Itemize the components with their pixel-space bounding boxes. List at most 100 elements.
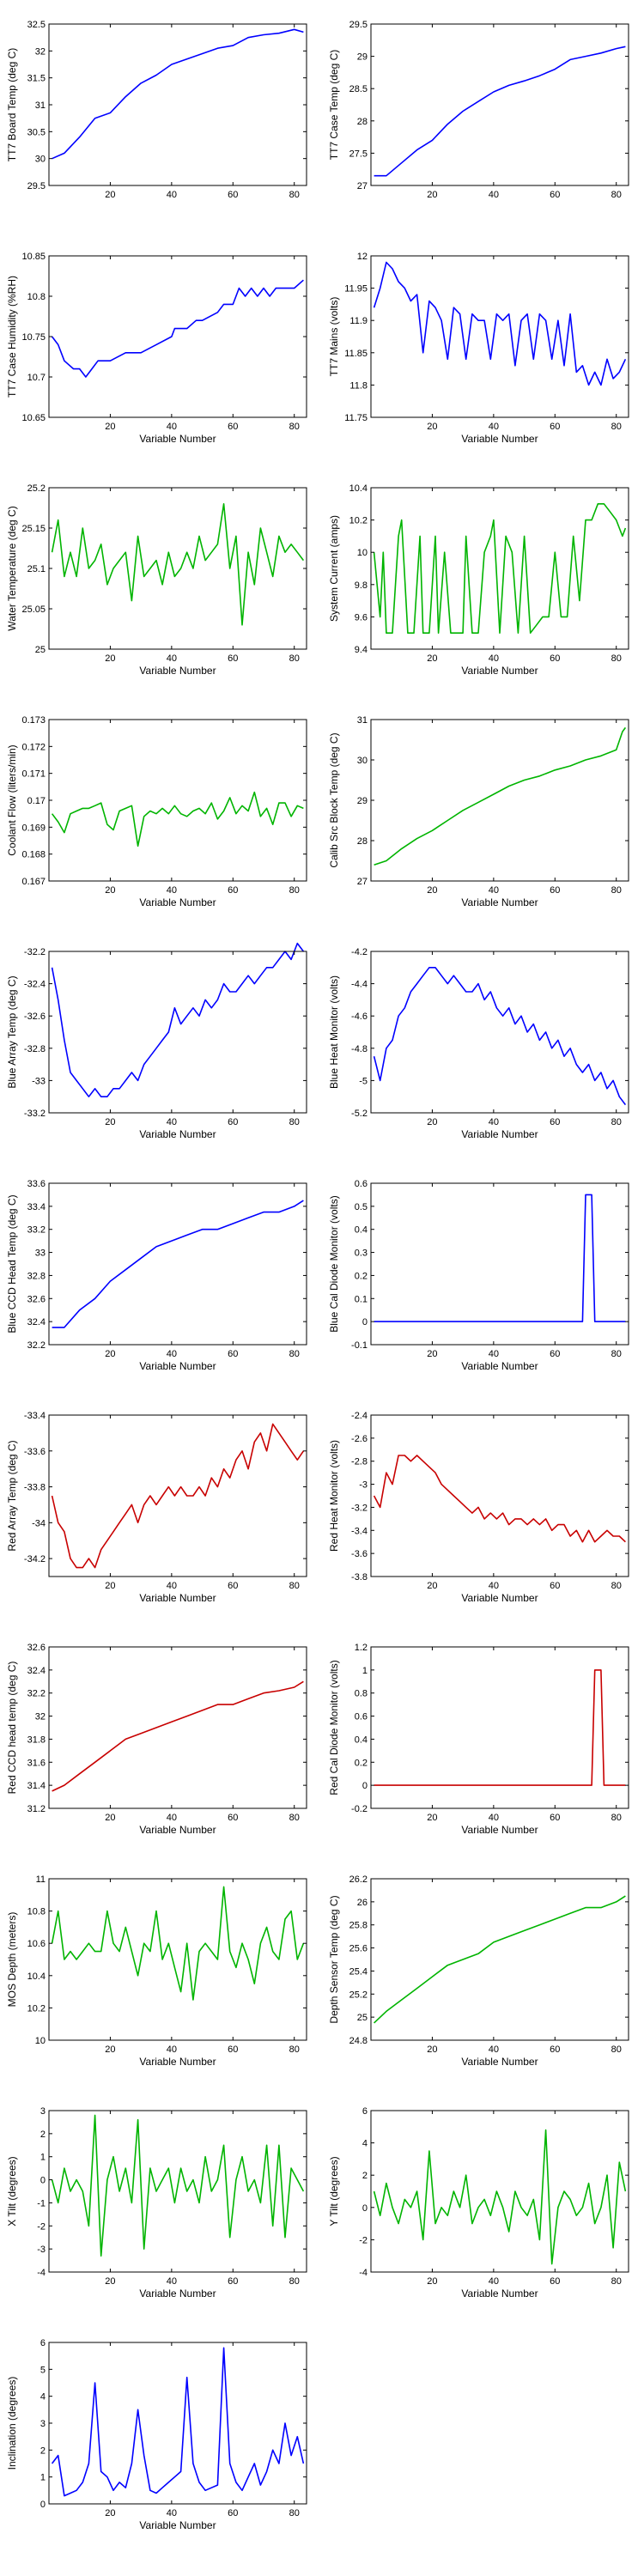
mos-depth-meters-series-line (51, 1886, 305, 2001)
coolant-flow-liters-min-y-tick-label: 0.173 (21, 715, 46, 726)
chart-tt7-mains-volts: 20 40 60 80 11.75 11.8 11.85 11.9 11.95 12 TT7 Mai… (328, 252, 629, 445)
y-tilt-degrees-y-tick-label: 6 (362, 2106, 368, 2117)
blue-array-temp-deg-c-series-line (51, 942, 305, 1097)
chart-blue-heat-monitor-volts: 20 40 60 80 -5.2 -5 -4.8 -4.6 -4.4 -4.2 Blue Heat … (328, 947, 629, 1140)
blue-cal-diode-monitor-volts-y-tick-label: 0.2 (355, 1271, 368, 1281)
tt7-mains-volts-y-tick-label: 11.8 (349, 380, 368, 391)
red-array-temp-deg-c-x-tick-label: 20 (105, 1581, 115, 1591)
red-array-temp-deg-c-x-tick-label: 80 (289, 1581, 300, 1591)
red-array-temp-deg-c-x-axis-label: Variable Number (139, 1592, 216, 1604)
chart-red-array-temp-deg-c: 20 40 60 80 -34.2 -34 -33.8 -33.6 -33.4 Red Array… (6, 1411, 307, 1604)
blue-ccd-head-temp-deg-c-y-tick-label: 33.6 (27, 1179, 46, 1189)
red-heat-monitor-volts-y-tick-label: -2.6 (351, 1434, 368, 1444)
tt7-mains-volts-x-tick-label: 60 (550, 422, 560, 432)
system-current-amps-y-tick-label: 9.8 (355, 580, 368, 591)
y-tilt-degrees-y-tick-label: 4 (362, 2139, 368, 2149)
tt7-case-temp-deg-c-y-tick-label: 28 (357, 117, 368, 127)
mos-depth-meters-y-tick-label: 11 (36, 1874, 46, 1885)
water-temperature-deg-c-series-line (51, 502, 305, 626)
system-current-amps-y-axis-label: System Current (amps) (328, 515, 340, 622)
tt7-mains-volts-series-line (373, 261, 627, 386)
red-ccd-head-temp-deg-c-y-tick-label: 31.8 (27, 1735, 46, 1745)
water-temperature-deg-c-y-axis-label: Water Temperature (deg C) (6, 506, 18, 630)
tt7-case-temp-deg-c-y-axis-label: TT7 Case Temp (deg C) (328, 50, 340, 161)
calib-src-block-temp-deg-c-y-tick-label: 30 (357, 756, 368, 766)
red-ccd-head-temp-deg-c-x-tick-label: 60 (228, 1813, 238, 1823)
y-tilt-degrees-y-axis-label: Y Tilt (degrees) (328, 2156, 340, 2226)
system-current-amps-y-tick-label: 9.4 (355, 645, 368, 655)
chart-red-cal-diode-monitor-volts: 20 40 60 80 -0.2 0 0.2 0.4 0.6 0.8 1 1.2 Red Cal Dio… (328, 1643, 629, 1836)
system-current-amps-x-tick-label: 20 (427, 653, 437, 664)
water-temperature-deg-c-x-tick-label: 20 (105, 653, 115, 664)
blue-ccd-head-temp-deg-c-series-line (52, 1200, 304, 1328)
tt7-board-temp-deg-c-x-tick-label: 60 (228, 190, 238, 200)
inclination-degrees-x-tick-label: 60 (228, 2508, 238, 2518)
tt7-board-temp-deg-c-axes-box (48, 23, 307, 186)
system-current-amps-series-line (373, 502, 627, 635)
system-current-amps-x-tick-label: 60 (550, 653, 560, 664)
blue-heat-monitor-volts-x-tick-label: 40 (489, 1117, 499, 1127)
inclination-degrees-y-tick-label: 1 (40, 2473, 46, 2483)
red-cal-diode-monitor-volts-y-tick-label: 0.2 (355, 1758, 368, 1768)
tt7-case-humidity-rh-x-tick-label: 20 (105, 422, 115, 432)
inclination-degrees-y-tick-label: 0 (40, 2500, 46, 2510)
tt7-case-humidity-rh-y-tick-label: 10.8 (27, 292, 46, 302)
coolant-flow-liters-min-y-tick-label: 0.17 (27, 796, 46, 806)
y-tilt-degrees-series-line (373, 2129, 627, 2265)
x-tilt-degrees-y-tick-label: -1 (37, 2198, 46, 2208)
blue-array-temp-deg-c-y-axis-label: Blue Array Temp (deg C) (6, 975, 18, 1088)
x-tilt-degrees-x-tick-label: 40 (167, 2276, 177, 2287)
coolant-flow-liters-min-x-tick-label: 40 (167, 885, 177, 896)
red-ccd-head-temp-deg-c-axes-box (48, 1646, 307, 1809)
depth-sensor-temp-deg-c-x-tick-label: 40 (489, 2044, 499, 2055)
red-ccd-head-temp-deg-c-series-line (52, 1680, 304, 1792)
depth-sensor-temp-deg-c-series-line (374, 1895, 626, 2024)
inclination-degrees-x-tick-label: 40 (167, 2508, 177, 2518)
blue-heat-monitor-volts-series-line (373, 967, 627, 1106)
red-cal-diode-monitor-volts-y-tick-label: 0.6 (355, 1712, 368, 1722)
blue-array-temp-deg-c-x-axis-label: Variable Number (139, 1128, 216, 1140)
red-array-temp-deg-c-y-tick-label: -33.6 (24, 1447, 46, 1457)
red-ccd-head-temp-deg-c-x-tick-label: 20 (105, 1813, 115, 1823)
tt7-mains-volts-y-tick-label: 11.9 (349, 316, 368, 326)
chart-x-tilt-degrees: 20 40 60 80 -4 -3 -2 -1 0 1 2 3 X Tilt (degrees) Vari… (6, 2106, 307, 2300)
chart-tt7-case-humidity-rh: 20 40 60 80 10.65 10.7 10.75 10.8 10.85 TT7 Case … (6, 252, 307, 445)
chart-system-current-amps: 20 40 60 80 9.4 9.6 9.8 10 10.2 10.4 System Curren… (328, 483, 629, 677)
y-tilt-degrees-y-tick-label: 2 (362, 2171, 368, 2181)
system-current-amps-y-tick-label: 10.4 (349, 483, 368, 494)
tt7-case-humidity-rh-y-tick-label: 10.65 (21, 413, 46, 423)
blue-cal-diode-monitor-volts-series-line (374, 1194, 626, 1322)
red-ccd-head-temp-deg-c-y-tick-label: 32.6 (27, 1643, 46, 1653)
tt7-case-temp-deg-c-x-tick-label: 60 (550, 190, 560, 200)
system-current-amps-x-axis-label: Variable Number (461, 665, 538, 677)
depth-sensor-temp-deg-c-y-tick-label: 25.4 (349, 1966, 368, 1977)
tt7-case-temp-deg-c-y-tick-label: 27.5 (349, 149, 368, 159)
depth-sensor-temp-deg-c-x-axis-label: Variable Number (461, 2056, 538, 2068)
red-cal-diode-monitor-volts-x-tick-label: 60 (550, 1813, 560, 1823)
red-cal-diode-monitor-volts-axes-box (370, 1646, 629, 1809)
red-ccd-head-temp-deg-c-y-axis-label: Red CCD head temp (deg C) (6, 1662, 18, 1795)
red-heat-monitor-volts-x-tick-label: 60 (550, 1581, 560, 1591)
red-heat-monitor-volts-x-tick-label: 20 (427, 1581, 437, 1591)
depth-sensor-temp-deg-c-y-axis-label: Depth Sensor Temp (deg C) (328, 1895, 340, 2023)
calib-src-block-temp-deg-c-y-tick-label: 27 (357, 877, 368, 887)
tt7-board-temp-deg-c-y-tick-label: 31 (35, 100, 46, 111)
mos-depth-meters-y-tick-label: 10.8 (27, 1907, 46, 1917)
y-tilt-degrees-y-tick-label: -4 (359, 2268, 368, 2278)
blue-heat-monitor-volts-y-tick-label: -4.8 (351, 1044, 368, 1054)
tt7-board-temp-deg-c-x-tick-label: 40 (167, 190, 177, 200)
blue-array-temp-deg-c-y-tick-label: -32.2 (24, 947, 46, 957)
y-tilt-degrees-y-tick-label: -2 (359, 2235, 368, 2245)
blue-array-temp-deg-c-x-tick-label: 40 (167, 1117, 177, 1127)
red-cal-diode-monitor-volts-y-tick-label: 1.2 (355, 1643, 368, 1653)
water-temperature-deg-c-y-tick-label: 25.1 (27, 564, 46, 574)
blue-array-temp-deg-c-y-tick-label: -32.4 (24, 980, 46, 990)
inclination-degrees-x-axis-label: Variable Number (139, 2519, 216, 2531)
chart-red-ccd-head-temp-deg-c: 20 40 60 80 31.2 31.4 31.6 31.8 32 32.2 32.4 32.6 Re… (6, 1643, 307, 1836)
depth-sensor-temp-deg-c-y-tick-label: 25 (357, 2013, 368, 2023)
red-array-temp-deg-c-y-tick-label: -33.4 (24, 1411, 46, 1421)
tt7-case-humidity-rh-x-tick-label: 60 (228, 422, 238, 432)
tt7-case-humidity-rh-x-tick-label: 40 (167, 422, 177, 432)
tt7-case-temp-deg-c-x-tick-label: 20 (427, 190, 437, 200)
calib-src-block-temp-deg-c-y-tick-label: 29 (357, 796, 368, 806)
